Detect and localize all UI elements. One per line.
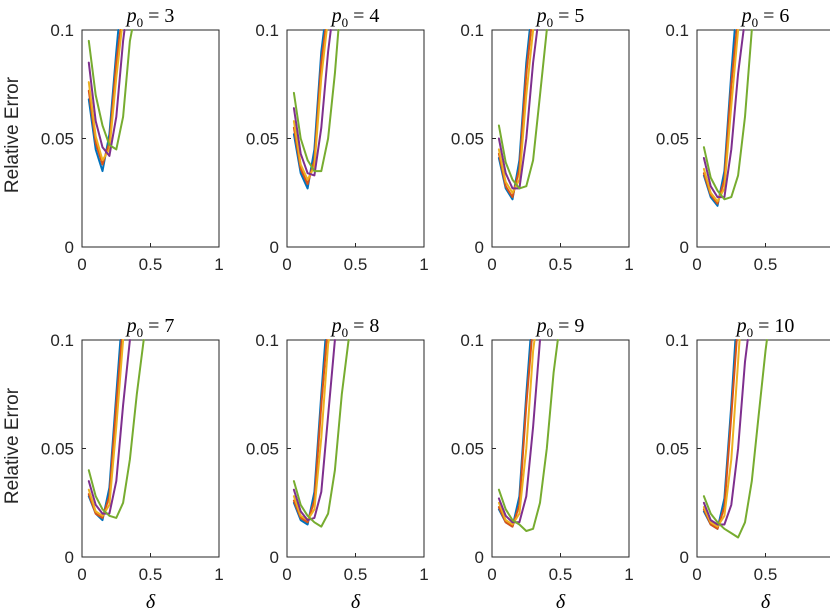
y-tick-label: 0.1 bbox=[665, 331, 689, 350]
x-tick-label: 0 bbox=[692, 255, 701, 274]
panel-2: 0 0.5 1 0 0.05 0.1 p0 = 4 bbox=[246, 5, 429, 274]
y-tick-label: 0.1 bbox=[50, 21, 74, 40]
series-line-4 bbox=[497, 339, 541, 524]
y-tick-label: 0.05 bbox=[41, 130, 74, 149]
series-line-3 bbox=[702, 339, 741, 528]
plot-area bbox=[696, 29, 830, 248]
panel-title: p0 = 10 bbox=[735, 315, 795, 340]
x-tick-label: 1 bbox=[214, 565, 223, 584]
y-tick-label: 0.05 bbox=[41, 440, 74, 459]
y-tick-label: 0.05 bbox=[656, 130, 689, 149]
series-line-4 bbox=[87, 29, 126, 157]
y-tick-label: 0 bbox=[475, 238, 484, 257]
plot-area bbox=[491, 29, 630, 248]
x-tick-label: 0.5 bbox=[754, 255, 778, 274]
series-line-4 bbox=[702, 29, 745, 199]
plot-area bbox=[81, 29, 220, 248]
x-axis-label: δ bbox=[761, 591, 771, 612]
series-line-5 bbox=[702, 29, 753, 201]
panel-title: p0 = 9 bbox=[535, 315, 585, 340]
x-tick-label: 0 bbox=[487, 255, 496, 274]
y-tick-label: 0.1 bbox=[665, 21, 689, 40]
panel-title: p0 = 6 bbox=[740, 5, 790, 30]
x-tick-label: 1 bbox=[624, 255, 633, 274]
series-line-5 bbox=[87, 29, 133, 151]
x-tick-label: 0 bbox=[77, 565, 86, 584]
panel-6: 0 0.5 1 0 0.05 0.1 p0 = 8 δ bbox=[246, 315, 429, 612]
panel-title: p0 = 5 bbox=[535, 5, 585, 30]
y-tick-label: 0.1 bbox=[255, 331, 279, 350]
y-tick-label: 0.1 bbox=[460, 331, 484, 350]
panel-5: 0 0.5 1 0 0.05 0.1 p0 = 7 δ bbox=[41, 315, 224, 612]
y-tick-label: 0 bbox=[680, 548, 689, 567]
series-line-3 bbox=[87, 29, 123, 162]
y-tick-label: 0.1 bbox=[50, 331, 74, 350]
x-tick-label: 0.5 bbox=[754, 565, 778, 584]
x-axis-label: δ bbox=[556, 591, 566, 612]
panel-title: p0 = 3 bbox=[125, 5, 175, 30]
series-line-5 bbox=[497, 29, 548, 190]
y-tick-label: 0.1 bbox=[460, 21, 484, 40]
x-tick-label: 0.5 bbox=[139, 565, 163, 584]
panel-title: p0 = 7 bbox=[125, 315, 175, 340]
panel-7: 0 0.5 1 0 0.05 0.1 p0 = 9 δ bbox=[451, 315, 634, 612]
x-tick-label: 0 bbox=[77, 255, 86, 274]
y-tick-label: 0 bbox=[680, 238, 689, 257]
y-tick-label: 0 bbox=[65, 548, 74, 567]
panel-title: p0 = 8 bbox=[330, 315, 380, 340]
y-tick-label: 0.1 bbox=[255, 21, 279, 40]
series-line-5 bbox=[292, 339, 350, 528]
x-tick-label: 0.5 bbox=[549, 255, 573, 274]
series-line-3 bbox=[497, 339, 536, 526]
y-axis-label: Relative Error bbox=[2, 76, 23, 193]
y-tick-label: 0 bbox=[270, 548, 279, 567]
x-axis-label: δ bbox=[351, 591, 361, 612]
panel-title: p0 = 4 bbox=[330, 5, 380, 30]
x-tick-label: 0 bbox=[487, 565, 496, 584]
x-tick-label: 0 bbox=[692, 565, 701, 584]
series-line-5 bbox=[292, 29, 340, 173]
x-tick-label: 1 bbox=[624, 565, 633, 584]
series-line-4 bbox=[292, 339, 336, 522]
x-tick-label: 0.5 bbox=[139, 255, 163, 274]
x-tick-label: 0.5 bbox=[549, 565, 573, 584]
x-tick-label: 0 bbox=[282, 565, 291, 584]
y-tick-label: 0.05 bbox=[451, 130, 484, 149]
series-line-4 bbox=[702, 339, 749, 526]
x-axis-label: δ bbox=[146, 591, 156, 612]
y-tick-label: 0.05 bbox=[656, 440, 689, 459]
y-tick-label: 0.05 bbox=[246, 440, 279, 459]
series-line-3 bbox=[497, 29, 535, 194]
series-line-4 bbox=[87, 339, 131, 515]
series-line-5 bbox=[497, 339, 559, 532]
x-tick-label: 1 bbox=[419, 565, 428, 584]
y-axis-label: Relative Error bbox=[2, 387, 23, 504]
series-line-4 bbox=[292, 29, 332, 177]
series-line-3 bbox=[292, 29, 328, 181]
y-tick-label: 0 bbox=[475, 548, 484, 567]
plot-area bbox=[286, 339, 425, 558]
plot-area bbox=[81, 339, 220, 558]
series-line-3 bbox=[292, 339, 330, 522]
series-line-5 bbox=[87, 339, 145, 519]
series-line-3 bbox=[87, 339, 125, 517]
y-tick-label: 0.05 bbox=[451, 440, 484, 459]
plot-area bbox=[286, 29, 425, 248]
y-tick-label: 0 bbox=[65, 238, 74, 257]
panel-1: 0 0.5 1 0 0.05 0.1 p0 = 3 bbox=[41, 5, 224, 274]
panel-3: 0 0.5 1 0 0.05 0.1 p0 = 5 bbox=[451, 5, 634, 274]
y-tick-label: 0 bbox=[270, 238, 279, 257]
x-tick-label: 0.5 bbox=[344, 565, 368, 584]
series-line-5 bbox=[702, 339, 768, 539]
x-tick-label: 0.5 bbox=[344, 255, 368, 274]
y-tick-label: 0.05 bbox=[246, 130, 279, 149]
x-tick-label: 0 bbox=[282, 255, 291, 274]
x-tick-label: 1 bbox=[214, 255, 223, 274]
x-tick-label: 1 bbox=[419, 255, 428, 274]
